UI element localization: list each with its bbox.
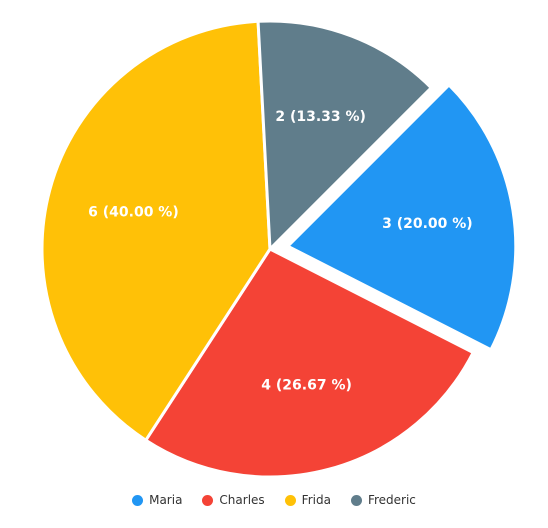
legend-label-charles: Charles: [219, 493, 265, 507]
legend-marker-frida: [284, 494, 296, 506]
slice-label-charles: 4 (26.67 %): [261, 378, 352, 394]
pie-slice-charles[interactable]: [144, 247, 475, 479]
slice-label-frederic: 2 (13.33 %): [275, 109, 366, 125]
legend-item-frederic[interactable]: Frederic: [350, 493, 416, 507]
pie-plot-area: 3 (20.00 %) 4 (26.67 %) 6 (40.00 %) 2 (13.3…: [40, 19, 518, 479]
legend-marker-frederic: [350, 494, 362, 506]
pie-slice-maria[interactable]: [286, 83, 518, 352]
legend-marker-maria: [132, 494, 144, 506]
legend-item-maria[interactable]: Maria: [132, 493, 182, 507]
legend-item-frida[interactable]: Frida: [284, 493, 331, 507]
slice-label-frida: 6 (40.00 %): [88, 204, 179, 220]
legend-marker-charles: [202, 494, 214, 506]
legend-label-frederic: Frederic: [367, 493, 416, 507]
slice-label-maria: 3 (20.00 %): [382, 216, 473, 232]
pie-slice-frederic[interactable]: [256, 19, 433, 251]
pie-slice-frida[interactable]: [40, 19, 272, 442]
legend-item-charles[interactable]: Charles: [202, 493, 265, 507]
legend-label-maria: Maria: [149, 493, 183, 507]
legend-label-frida: Frida: [301, 493, 331, 507]
legend: Maria Charles Frida Frederic: [0, 490, 548, 510]
